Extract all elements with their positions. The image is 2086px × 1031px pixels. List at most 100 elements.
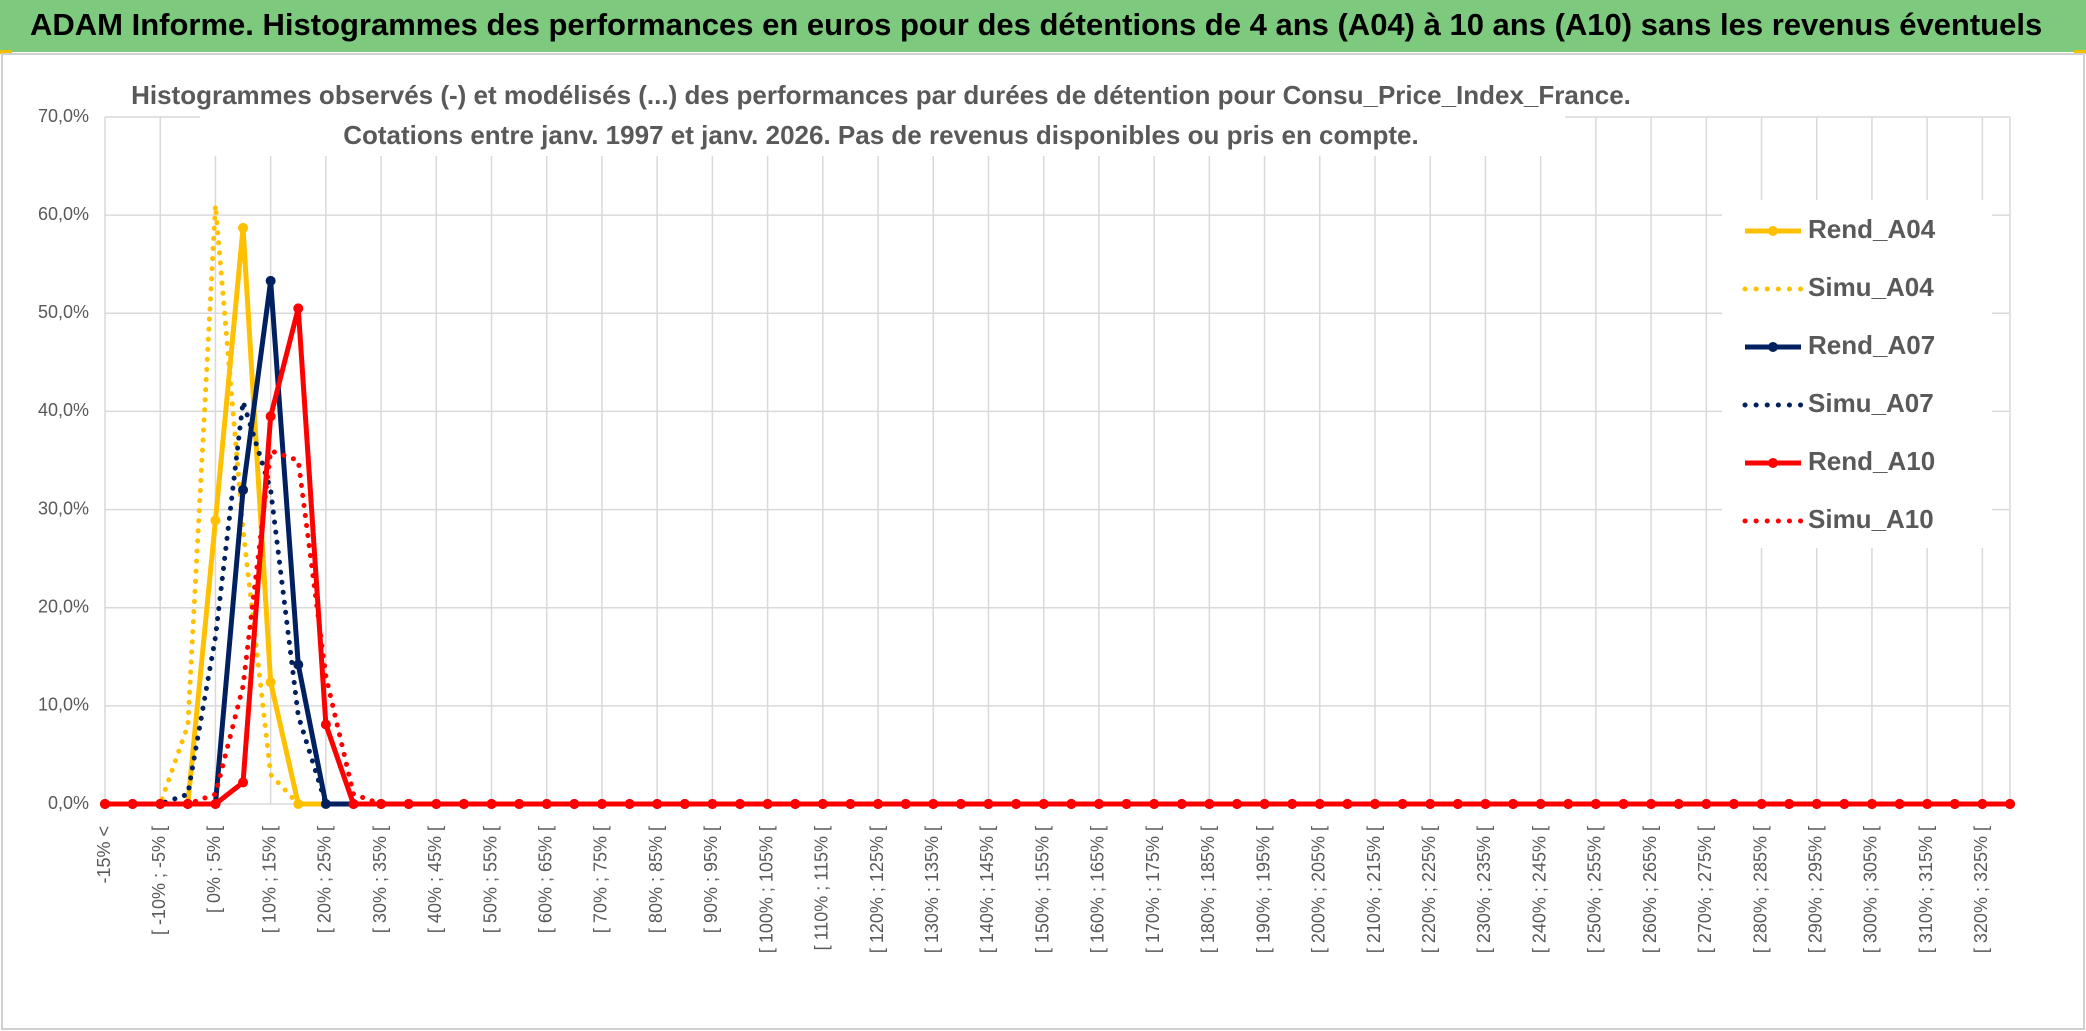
point (707, 799, 718, 809)
point (817, 799, 828, 809)
point (265, 411, 276, 422)
point (652, 799, 663, 809)
x-tick-label: [ 100% ; 105% [ (756, 826, 776, 953)
x-tick-label: [ 60% ; 65% [ (535, 826, 555, 933)
legend-label: Rend_A10 (1808, 446, 1935, 476)
legend-label: Rend_A07 (1808, 330, 1935, 360)
point (735, 799, 745, 809)
x-tick-label: [ 30% ; 35% [ (370, 826, 390, 933)
point (1149, 799, 1160, 809)
x-tick-label: [ 90% ; 95% [ (701, 826, 721, 933)
legend-label: Simu_A07 (1808, 388, 1934, 418)
x-tick-label: [ 190% ; 195% [ (1253, 826, 1273, 953)
point (541, 799, 552, 809)
x-tick-label: [ 70% ; 75% [ (591, 826, 611, 933)
point (1452, 799, 1463, 809)
point (155, 799, 166, 809)
point (265, 275, 276, 286)
x-tick-label: [ 80% ; 85% [ (646, 826, 666, 933)
y-tick-label: 70,0% (38, 106, 89, 126)
point (127, 799, 138, 809)
chart-subtitle: Cotations entre janv. 1997 et janv. 2026… (343, 120, 1419, 150)
y-tick-label: 10,0% (38, 695, 89, 715)
point (1756, 799, 1767, 809)
y-tick-label: 50,0% (38, 302, 89, 322)
point (1121, 799, 1132, 809)
point (624, 799, 635, 809)
x-tick-label: [ 240% ; 245% [ (1529, 826, 1549, 953)
x-tick-label: [ 20% ; 25% [ (315, 826, 335, 933)
point (1894, 799, 1905, 809)
x-tick-label: [ 120% ; 125% [ (867, 826, 887, 953)
chart-title: Histogrammes observés (-) et modélisés (… (131, 80, 1631, 110)
legend-marker (1768, 458, 1778, 468)
x-tick-label: [ 300% ; 305% [ (1861, 826, 1881, 953)
x-tick-label: [ 130% ; 135% [ (922, 826, 942, 953)
x-tick-label: [ 270% ; 275% [ (1695, 826, 1715, 953)
x-tick-label: [ 50% ; 55% [ (480, 826, 500, 933)
point (928, 799, 939, 809)
point (1646, 799, 1657, 809)
x-tick-label: [ 260% ; 265% [ (1640, 826, 1660, 953)
x-tick-label: [ 290% ; 295% [ (1805, 826, 1825, 953)
x-tick-label: [ 200% ; 205% [ (1309, 826, 1329, 953)
grid: 0,0% 10,0% 20,0% 30,0% 40,0% 50,0% 60,0% 70,0% -… (38, 106, 2011, 953)
legend-background (1722, 200, 1992, 548)
x-tick-label: [ 310% ; 315% [ (1916, 826, 1936, 953)
x-tick-label: [ 320% ; 325% [ (1971, 826, 1991, 953)
x-tick-label: [ 280% ; 285% [ (1750, 826, 1770, 953)
x-tick-label: [ 170% ; 175% [ (1143, 826, 1163, 953)
legend-marker (1768, 342, 1778, 352)
point (1066, 799, 1077, 809)
corner (2074, 50, 2086, 54)
point (1038, 799, 1049, 809)
x-tick-label: [ 110% ; 115% [ (812, 826, 832, 950)
point (210, 515, 221, 526)
x-tick-label: [ 210% ; 215% [ (1364, 826, 1384, 953)
point (845, 799, 856, 809)
x-tick-label: [ 10% ; 15% [ (259, 826, 279, 933)
point (1342, 799, 1353, 809)
point (1563, 799, 1574, 809)
legend-label: Simu_A10 (1808, 504, 1934, 534)
header-bar (0, 0, 2086, 52)
series-layer (100, 202, 2015, 809)
x-tick-label: [ 230% ; 235% [ (1474, 826, 1494, 953)
point (1370, 799, 1380, 809)
header-title: ADAM Informe. Histogrammes des performan… (30, 7, 2042, 42)
point (955, 799, 966, 809)
corner (0, 50, 12, 54)
x-tick-label: [ 140% ; 145% [ (977, 826, 997, 953)
point (403, 799, 414, 809)
y-tick-label: 0,0% (48, 793, 89, 813)
legend: Rend_A04 Simu_A04 Rend_A07 Simu_A07 Rend_A10… (1742, 214, 1936, 534)
point (1673, 799, 1684, 809)
series-line (102, 448, 2013, 807)
x-tick-label: [ 160% ; 165% [ (1088, 826, 1108, 953)
x-tick-label: [ 150% ; 155% [ (1032, 826, 1052, 953)
point (293, 303, 304, 314)
point (238, 222, 249, 233)
x-tick-label: -15% < (94, 826, 114, 884)
point (431, 799, 442, 809)
point (1866, 799, 1877, 809)
x-tick-label: [ 0% ; 5% [ (204, 826, 224, 913)
point (1259, 799, 1270, 809)
point (238, 484, 249, 495)
x-tick-label: [ 220% ; 225% [ (1419, 826, 1439, 953)
point (293, 659, 304, 670)
point (348, 799, 359, 809)
point (238, 777, 249, 788)
x-tick-label: [ 250% ; 255% [ (1585, 826, 1605, 953)
point (1977, 799, 1988, 809)
x-tick-label: [ -10% ; -5% [ (149, 826, 169, 935)
point (1480, 799, 1491, 809)
x-tick-label: [ 40% ; 45% [ (425, 826, 445, 933)
y-tick-label: 20,0% (38, 596, 89, 616)
point (514, 799, 525, 809)
point (265, 677, 276, 688)
y-tick-label: 60,0% (38, 204, 89, 224)
point (320, 719, 331, 730)
y-tick-label: 40,0% (38, 400, 89, 420)
